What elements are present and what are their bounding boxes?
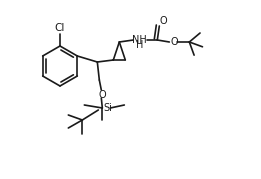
Text: NH: NH [132, 35, 147, 45]
Text: Cl: Cl [55, 23, 65, 33]
Text: H: H [136, 40, 143, 50]
Text: Si: Si [103, 103, 112, 113]
Text: O: O [159, 16, 167, 26]
Text: O: O [170, 37, 178, 47]
Text: O: O [98, 90, 106, 100]
